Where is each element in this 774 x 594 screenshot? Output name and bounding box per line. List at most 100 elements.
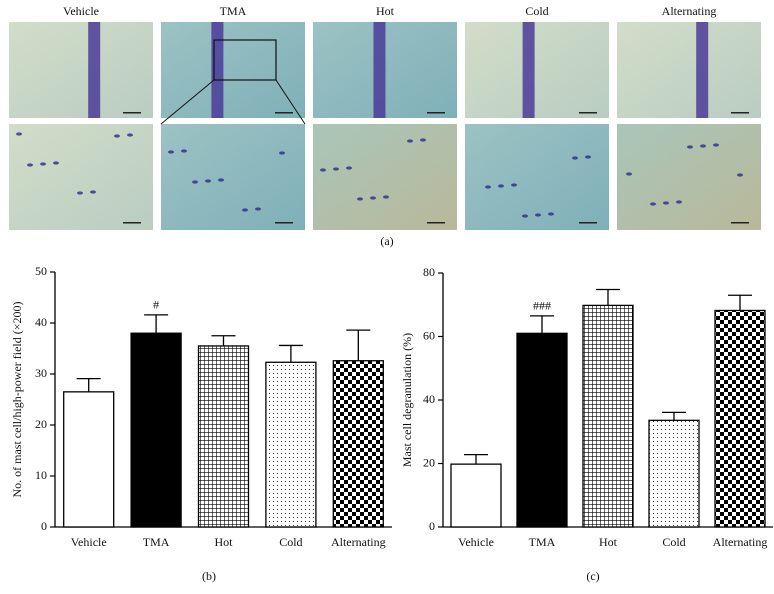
scale-bar — [275, 112, 293, 114]
error-bar — [76, 377, 101, 392]
error-bar — [596, 288, 620, 306]
error-bar — [346, 329, 371, 361]
cell — [383, 195, 389, 199]
cell — [346, 166, 352, 170]
cell — [737, 173, 743, 177]
error-bar — [278, 344, 303, 363]
error-bar — [530, 315, 554, 334]
micrograph-strip — [522, 22, 535, 118]
error-bar — [464, 453, 488, 465]
x-tick-label: Cold — [279, 535, 302, 549]
micrograph-strip — [211, 22, 224, 118]
cell — [572, 156, 578, 160]
cell — [242, 208, 248, 212]
scale-bar — [275, 222, 293, 224]
micrograph — [161, 22, 305, 118]
scale-bar — [579, 112, 597, 114]
cell — [77, 191, 83, 195]
scale-bar — [731, 112, 749, 114]
scale-bar — [427, 112, 445, 114]
cell — [420, 138, 426, 142]
cell — [127, 133, 133, 137]
bar — [332, 360, 384, 528]
cell — [53, 161, 59, 165]
y-tick-label: 50 — [35, 264, 47, 278]
y-tick-label: 80 — [423, 265, 435, 279]
cell — [700, 144, 706, 148]
scale-bar — [731, 222, 749, 224]
bar — [648, 419, 700, 528]
y-tick-label: 40 — [423, 392, 435, 406]
cell — [407, 139, 413, 143]
scale-bar — [123, 112, 141, 114]
x-tick-label: Hot — [215, 535, 234, 549]
y-tick-label: 40 — [35, 315, 47, 329]
cell — [333, 167, 339, 171]
bar — [63, 391, 115, 528]
cell — [485, 185, 491, 189]
scale-bar — [427, 222, 445, 224]
cell — [585, 155, 591, 159]
panel-label: (b) — [202, 569, 216, 583]
micrograph-strip — [696, 22, 709, 118]
micrograph — [9, 22, 153, 118]
zoom-line — [275, 79, 306, 125]
x-tick-label: Alternating — [331, 535, 386, 549]
cell — [370, 196, 376, 200]
x-tick-label: Hot — [599, 535, 618, 549]
cell — [90, 190, 96, 194]
column-label: Vehicle — [63, 4, 99, 18]
x-tick-label: Vehicle — [71, 535, 107, 549]
scale-bar — [123, 222, 141, 224]
error-bar — [728, 294, 752, 311]
zoom-line — [160, 79, 215, 125]
bar — [516, 332, 568, 528]
cell — [498, 184, 504, 188]
cell — [522, 214, 528, 218]
cell — [168, 150, 174, 154]
micrograph-strip — [88, 22, 101, 118]
cell — [192, 180, 198, 184]
bar — [714, 309, 766, 528]
bar — [450, 463, 502, 528]
cell — [650, 202, 656, 206]
x-tick-label: Alternating — [713, 535, 768, 549]
y-tick-label: 0 — [41, 519, 47, 533]
bar — [130, 332, 182, 528]
micrograph — [617, 22, 761, 118]
cell — [114, 134, 120, 138]
cell — [713, 143, 719, 147]
bar — [582, 304, 634, 528]
cell — [676, 200, 682, 204]
cell — [16, 132, 22, 136]
x-tick-label: Vehicle — [458, 535, 494, 549]
y-tick-label: 30 — [35, 366, 47, 380]
panel-label: (a) — [380, 234, 393, 248]
error-bar — [662, 411, 686, 421]
y-tick-label: 20 — [423, 455, 435, 469]
cell — [279, 151, 285, 155]
bar — [197, 345, 250, 528]
cell — [511, 183, 517, 187]
micrograph — [161, 124, 305, 230]
panel-label: (c) — [586, 569, 599, 583]
zoom-box — [213, 39, 277, 81]
cell — [181, 149, 187, 153]
cell — [255, 207, 261, 211]
y-tick-label: 0 — [429, 519, 435, 533]
x-tick-label: Cold — [662, 535, 685, 549]
micrograph — [9, 124, 153, 230]
annotation: ### — [533, 299, 551, 313]
cell — [548, 212, 554, 216]
bar — [265, 361, 317, 528]
error-bar — [144, 314, 169, 334]
cell — [535, 213, 541, 217]
y-axis-label: Mast cell degranulation (%) — [400, 333, 414, 467]
scale-bar — [579, 222, 597, 224]
column-label: TMA — [220, 4, 247, 18]
x-tick-label: TMA — [143, 535, 170, 549]
y-tick-label: 20 — [35, 417, 47, 431]
cell — [218, 178, 224, 182]
error-bar — [211, 335, 236, 346]
